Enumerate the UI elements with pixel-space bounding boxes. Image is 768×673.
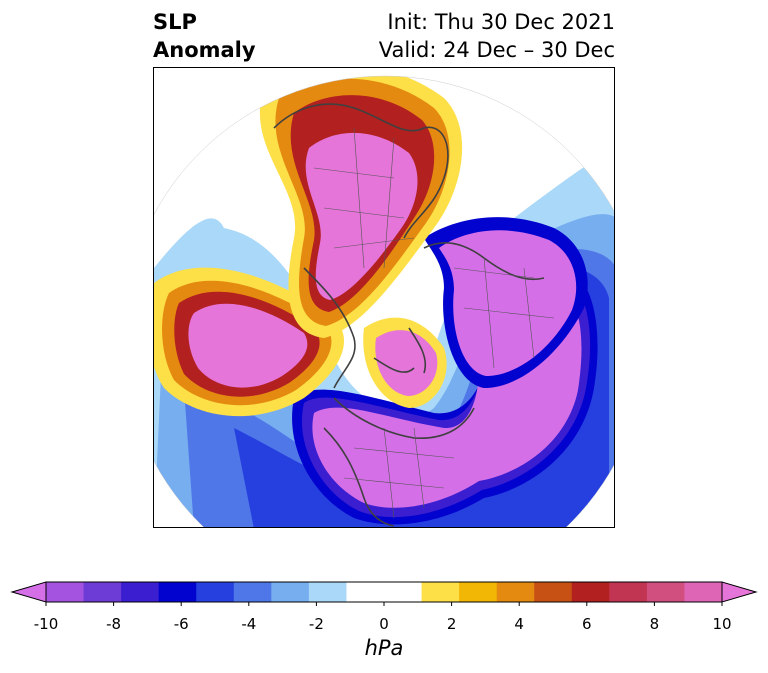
colorbar-tick-label: -6 bbox=[173, 615, 189, 633]
title-left: SLP Anomaly bbox=[153, 8, 256, 64]
valid-label: Valid: 24 Dec – 30 Dec bbox=[378, 38, 615, 62]
colorbar-cell bbox=[233, 582, 272, 602]
colorbar-cell bbox=[196, 582, 235, 602]
colorbar bbox=[10, 581, 758, 606]
slp-anomaly-map bbox=[154, 75, 614, 527]
colorbar-cell bbox=[534, 582, 573, 602]
colorbar-tick-label: 2 bbox=[446, 615, 457, 633]
colorbar-cell bbox=[308, 582, 347, 602]
init-label: Init: Thu 30 Dec 2021 bbox=[387, 10, 615, 34]
colorbar-tick-label: -2 bbox=[308, 615, 324, 633]
colorbar-cell bbox=[646, 582, 685, 602]
colorbar-tick-label: 0 bbox=[379, 615, 389, 633]
colorbar-tick-label: -10 bbox=[33, 615, 59, 633]
map-panel bbox=[153, 67, 615, 528]
colorbar-cell bbox=[346, 582, 385, 602]
colorbar-cell bbox=[384, 582, 423, 602]
coastlines bbox=[273, 103, 545, 527]
colorbar-tick-label: 8 bbox=[649, 615, 660, 633]
colorbar-cell bbox=[271, 582, 310, 602]
colorbar-cell bbox=[158, 582, 197, 602]
colorbar-unit-label: hPa bbox=[364, 636, 404, 660]
colorbar-cell bbox=[609, 582, 648, 602]
colorbar-tick-label: -8 bbox=[106, 615, 122, 633]
colorbar-cell bbox=[496, 582, 535, 602]
title-type: Anomaly bbox=[153, 38, 256, 62]
colorbar-cell bbox=[571, 582, 610, 602]
colorbar-tick-label: -4 bbox=[241, 615, 257, 633]
colorbar-cell bbox=[421, 582, 460, 602]
title-variable: SLP bbox=[153, 10, 197, 34]
colorbar-extend-low bbox=[10, 581, 47, 603]
colorbar-tick-label: 10 bbox=[712, 615, 732, 633]
colorbar-cell bbox=[459, 582, 498, 602]
colorbar-extend-high bbox=[721, 581, 758, 603]
colorbar-cell bbox=[121, 582, 160, 602]
colorbar-cell bbox=[46, 582, 85, 602]
colorbar-tick-label: 6 bbox=[582, 615, 592, 633]
title-right: Init: Thu 30 Dec 2021 Valid: 24 Dec – 30… bbox=[379, 8, 615, 64]
colorbar-tick-label: 4 bbox=[514, 615, 524, 633]
colorbar-cell bbox=[83, 582, 122, 602]
colorbar-cell bbox=[684, 582, 723, 602]
